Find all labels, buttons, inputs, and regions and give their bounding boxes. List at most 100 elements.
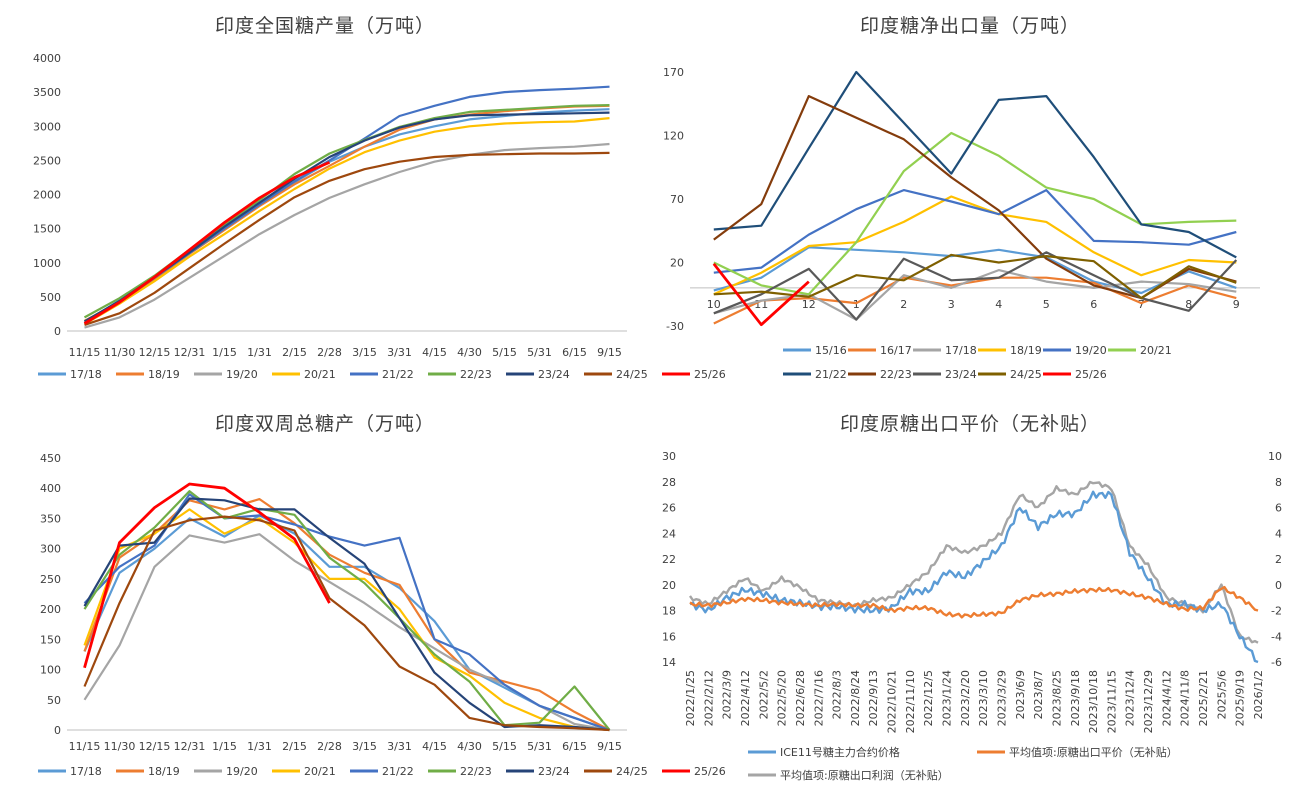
legend-label: 19/20 <box>226 368 258 381</box>
x-tick-label: 7 <box>1138 298 1145 311</box>
y-left-tick-label: 16 <box>662 630 676 643</box>
x-tick-label: 12/15 <box>139 346 171 359</box>
chart-3: 印度双周总糖产（万吨） 0 50 100 150 200 250 300 350 400 450 11… <box>38 413 726 778</box>
y-left-tick-label: 26 <box>662 502 676 515</box>
y-right-tick-label: -6 <box>1271 656 1282 669</box>
legend-label: 20/21 <box>1140 344 1172 357</box>
x-tick-label: 2022/3/9 <box>721 670 734 719</box>
y-tick-label: 100 <box>40 664 61 677</box>
legend-label: 24/25 <box>1010 368 1042 381</box>
legend-label: 15/16 <box>815 344 847 357</box>
x-tick-label: 2022/4/12 <box>739 670 752 726</box>
y-right-tick-label: 6 <box>1275 502 1282 515</box>
x-tick-label: 4 <box>995 298 1002 311</box>
x-tick-label: 6/15 <box>562 740 587 753</box>
y-tick-label: 350 <box>40 512 61 525</box>
y-left-tick-label: 14 <box>662 656 676 669</box>
y-tick-label: 0 <box>54 325 61 338</box>
x-tick-label: 2022/5/2 <box>757 670 770 719</box>
legend-label: 25/26 <box>694 368 726 381</box>
x-tick-label: 2022/5/20 <box>776 670 789 726</box>
series-line-24-25 <box>84 151 610 326</box>
x-tick-label: 2022/6/28 <box>794 670 807 726</box>
x-tick-label: 9 <box>1233 298 1240 311</box>
x-tick-label: 3/15 <box>352 740 377 753</box>
y-right-tick-label: 0 <box>1275 579 1282 592</box>
series-line-0 <box>689 490 1259 664</box>
y-right-tick-label: -2 <box>1271 605 1282 618</box>
legend-label: 21/22 <box>382 765 414 778</box>
legend-label: 平均值项:原糖出口利润（无补贴） <box>780 768 949 782</box>
x-tick-label: 8 <box>1185 298 1192 311</box>
chart-title: 印度原糖出口平价（无补贴） <box>840 413 1100 435</box>
x-tick-label: 2 <box>900 298 907 311</box>
series-line-24-25 <box>83 515 610 732</box>
x-tick-label: 2022/11/10 <box>904 670 917 733</box>
x-tick-label: 2023/1/24 <box>941 670 954 726</box>
y-tick-label: -30 <box>666 320 684 333</box>
legend-label: 16/17 <box>880 344 912 357</box>
x-tick-label: 6/15 <box>562 346 587 359</box>
x-tick-label: 2022/12/5 <box>922 670 935 726</box>
x-tick-label: 3/31 <box>387 740 412 753</box>
x-tick-label: 4/15 <box>422 740 447 753</box>
x-tick-label: 5 <box>1043 298 1050 311</box>
series-line-25-26 <box>712 262 810 327</box>
x-tick-label: 2/28 <box>317 346 342 359</box>
series-line-1 <box>689 585 1259 619</box>
legend-label: 24/25 <box>616 765 648 778</box>
y-tick-label: 150 <box>40 633 61 646</box>
x-tick-label: 2025/9/19 <box>1234 670 1247 726</box>
y-tick-label: 300 <box>40 543 61 556</box>
y-left-tick-label: 20 <box>662 579 676 592</box>
x-tick-label: 2023/12/4 <box>1124 670 1137 726</box>
x-tick-label: 3 <box>948 298 955 311</box>
legend-label: 21/22 <box>382 368 414 381</box>
x-tick-label: 5/15 <box>492 740 517 753</box>
x-tick-label: 12/31 <box>174 346 206 359</box>
y-right-tick-label: 8 <box>1275 476 1282 489</box>
x-tick-label: 4/30 <box>457 346 482 359</box>
x-tick-label: 3/31 <box>387 346 412 359</box>
x-tick-label: 5/31 <box>527 740 552 753</box>
y-left-tick-label: 22 <box>662 553 676 566</box>
x-tick-label: 5/15 <box>492 346 517 359</box>
x-tick-label: 2026/1/2 <box>1252 670 1265 719</box>
y-tick-label: 2500 <box>33 154 61 167</box>
y-tick-label: 250 <box>40 573 61 586</box>
x-tick-label: 2022/7/16 <box>812 670 825 726</box>
chart-1: 印度全国糖产量（万吨） 0 500 1000 1500 2000 2500 3000 3500 4… <box>33 15 726 381</box>
series-line-23-24 <box>83 497 610 732</box>
x-tick-label: 12/31 <box>174 740 206 753</box>
x-tick-label: 11/30 <box>104 740 136 753</box>
x-tick-label: 2023/2/20 <box>959 670 972 726</box>
x-tick-label: 9/15 <box>597 740 622 753</box>
x-tick-label: 2025/5/6 <box>1215 670 1228 719</box>
x-tick-label: 2/28 <box>317 740 342 753</box>
legend-label: 25/26 <box>694 765 726 778</box>
x-tick-label: 2022/2/12 <box>702 670 715 726</box>
x-tick-label: 12/15 <box>139 740 171 753</box>
series-line-22-23 <box>713 95 1237 300</box>
legend-label: 17/18 <box>70 765 102 778</box>
x-tick-label: 6 <box>1090 298 1097 311</box>
series-line-24-25 <box>713 253 1237 300</box>
x-tick-label: 5/31 <box>527 346 552 359</box>
series-line-20-21 <box>83 117 610 326</box>
x-tick-label: 11/30 <box>104 346 136 359</box>
x-tick-label: 2022/10/21 <box>886 670 899 733</box>
legend-label: 22/23 <box>460 368 492 381</box>
series-line-25-26 <box>83 161 331 325</box>
x-tick-label: 2/15 <box>282 346 307 359</box>
legend-label: 20/21 <box>304 368 336 381</box>
y-tick-label: 1500 <box>33 223 61 236</box>
x-tick-label: 2023/12/29 <box>1142 670 1155 733</box>
y-right-tick-label: 10 <box>1268 450 1282 463</box>
x-tick-label: 2023/10/18 <box>1087 670 1100 733</box>
y-tick-label: 0 <box>54 724 61 737</box>
x-tick-label: 2024/4/12 <box>1160 670 1173 726</box>
legend-label: 22/23 <box>880 368 912 381</box>
x-tick-label: 2023/9/18 <box>1069 670 1082 726</box>
series-line-22-23 <box>83 490 611 731</box>
